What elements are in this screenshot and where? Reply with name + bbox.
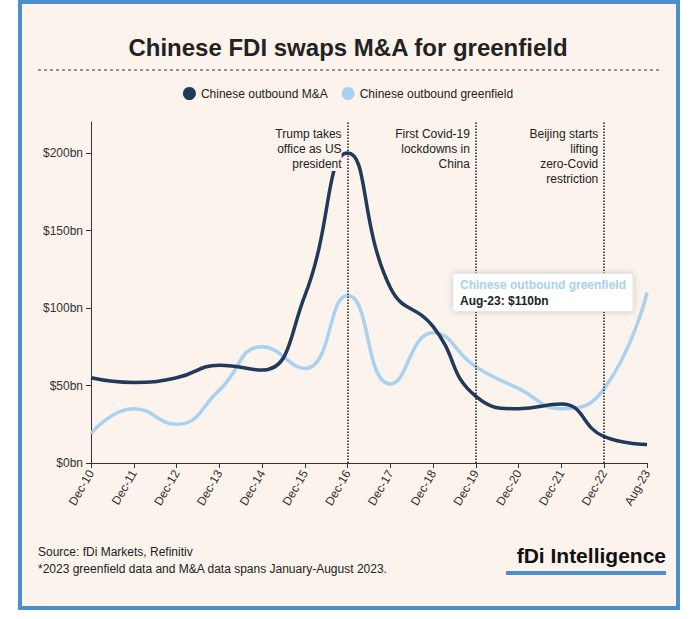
svg-text:Dec-16: Dec-16 (322, 467, 354, 508)
svg-text:$100bn: $100bn (43, 301, 83, 315)
svg-text:Dec-21: Dec-21 (536, 467, 568, 508)
svg-text:Dec-17: Dec-17 (365, 467, 397, 508)
svg-text:Source: fDi Markets, Refinitiv: Source: fDi Markets, Refinitiv (38, 545, 193, 559)
svg-text:restriction: restriction (546, 172, 598, 186)
svg-text:*2023 greenfield data and M&A: *2023 greenfield data and M&A data spans… (38, 562, 387, 576)
svg-text:China: China (439, 157, 471, 171)
svg-text:Chinese outbound M&A: Chinese outbound M&A (201, 87, 328, 101)
svg-text:Dec-12: Dec-12 (151, 467, 183, 508)
svg-text:$50bn: $50bn (50, 379, 83, 393)
svg-text:Chinese outbound greenfield: Chinese outbound greenfield (360, 87, 513, 101)
svg-text:Dec-19: Dec-19 (451, 467, 483, 508)
svg-text:Chinese outbound greenfield: Chinese outbound greenfield (460, 278, 626, 292)
svg-text:president: president (292, 157, 342, 171)
svg-text:office as US: office as US (277, 142, 341, 156)
svg-text:Aug-23: Aug-23 (622, 467, 654, 508)
svg-text:Dec-10: Dec-10 (66, 467, 98, 508)
svg-text:lifting: lifting (570, 142, 598, 156)
svg-text:lockdowns in: lockdowns in (401, 142, 470, 156)
svg-text:Beijing starts: Beijing starts (530, 127, 599, 141)
svg-text:$150bn: $150bn (43, 224, 83, 238)
svg-text:fDi Intelligence: fDi Intelligence (517, 544, 666, 567)
svg-text:Dec-18: Dec-18 (408, 467, 440, 508)
svg-text:Trump takes: Trump takes (275, 127, 341, 141)
svg-text:$200bn: $200bn (43, 146, 83, 160)
svg-text:Aug-23: $110bn: Aug-23: $110bn (460, 294, 549, 308)
svg-text:Dec-15: Dec-15 (279, 467, 311, 508)
svg-text:Dec-14: Dec-14 (237, 467, 269, 508)
svg-text:Dec-13: Dec-13 (194, 467, 226, 508)
svg-text:$0bn: $0bn (56, 456, 83, 470)
svg-text:zero-Covid: zero-Covid (540, 157, 598, 171)
svg-text:Dec-11: Dec-11 (109, 467, 140, 507)
svg-text:Dec-20: Dec-20 (493, 467, 525, 508)
svg-text:Chinese FDI swaps M&A for gree: Chinese FDI swaps M&A for greenfield (128, 34, 567, 61)
svg-text:Dec-22: Dec-22 (579, 467, 611, 508)
svg-text:First Covid-19: First Covid-19 (395, 127, 470, 141)
